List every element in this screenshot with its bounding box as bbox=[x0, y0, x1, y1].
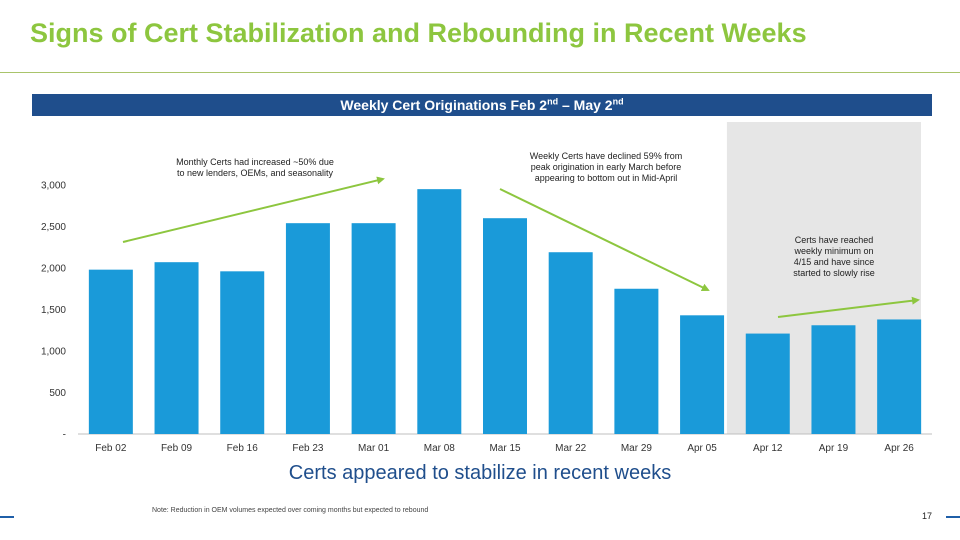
annotation-line: appearing to bottom out in Mid-April bbox=[535, 173, 678, 183]
y-tick-label: - bbox=[63, 430, 66, 441]
trend-arrow-down bbox=[499, 188, 710, 291]
bar-feb-09 bbox=[154, 262, 199, 434]
annotation-text: Weekly Certs have declined 59% from peak … bbox=[530, 151, 682, 183]
annotation-line: 4/15 and have since bbox=[794, 257, 875, 267]
banner-sup-1: nd bbox=[547, 96, 559, 107]
x-tick-label: Apr 26 bbox=[884, 443, 914, 454]
y-tick-label: 1,000 bbox=[41, 347, 66, 358]
y-tick-label: 2,500 bbox=[41, 222, 66, 233]
x-tick-label: Mar 22 bbox=[555, 443, 587, 454]
chart-banner: Weekly Cert Originations Feb 2nd – May 2… bbox=[32, 94, 932, 116]
bar-mar-08 bbox=[417, 189, 462, 434]
annotation-line: started to slowly rise bbox=[793, 268, 875, 278]
x-tick-label: Mar 01 bbox=[358, 443, 390, 454]
x-tick-label: Mar 29 bbox=[621, 443, 653, 454]
bar-mar-01 bbox=[351, 223, 396, 434]
x-tick-label: Feb 23 bbox=[292, 443, 324, 454]
annotation-text: Certs have reached weekly minimum on 4/15 … bbox=[793, 235, 875, 278]
trend-arrow-up bbox=[122, 176, 385, 243]
annotation-line: weekly minimum on bbox=[793, 246, 873, 256]
x-tick-label: Feb 09 bbox=[161, 443, 193, 454]
banner-sup-2: nd bbox=[612, 96, 624, 107]
x-tick-label: Feb 02 bbox=[95, 443, 127, 454]
x-tick-label: Feb 16 bbox=[227, 443, 259, 454]
y-tick-label: 3,000 bbox=[41, 181, 66, 192]
bar-feb-23 bbox=[285, 223, 330, 434]
bar-feb-02 bbox=[88, 269, 133, 434]
x-tick-label: Apr 12 bbox=[753, 443, 783, 454]
title-divider bbox=[0, 72, 960, 73]
annotation-text: Monthly Certs had increased ~50% due to n… bbox=[176, 157, 334, 178]
annotation-line: Certs have reached bbox=[795, 235, 874, 245]
bar-apr-12 bbox=[745, 333, 790, 434]
y-tick-label: 500 bbox=[49, 388, 66, 399]
chart-subtitle: Certs appeared to stabilize in recent we… bbox=[288, 462, 672, 484]
bar-apr-05 bbox=[680, 315, 725, 434]
annotation-line: peak origination in early March before bbox=[531, 162, 682, 172]
x-tick-label: Apr 19 bbox=[819, 443, 849, 454]
x-tick-label: Apr 05 bbox=[687, 443, 717, 454]
x-tick-label: Mar 08 bbox=[424, 443, 456, 454]
footer-rule-left bbox=[0, 516, 14, 518]
bar-mar-29 bbox=[614, 288, 659, 434]
y-tick-label: 1,500 bbox=[41, 305, 66, 316]
slide-title: Signs of Cert Stabilization and Reboundi… bbox=[30, 18, 807, 48]
annotation-line: Monthly Certs had increased ~50% due bbox=[176, 157, 334, 167]
y-tick-label: 2,000 bbox=[41, 264, 66, 275]
x-tick-label: Mar 15 bbox=[489, 443, 521, 454]
annotation-line: to new lenders, OEMs, and seasonality bbox=[177, 168, 334, 178]
banner-text-prefix: Weekly Cert Originations Feb 2 bbox=[340, 97, 548, 113]
bar-apr-26 bbox=[877, 319, 922, 434]
trend-arrow-up bbox=[777, 296, 920, 318]
footnote: Note: Reduction in OEM volumes expected … bbox=[152, 507, 429, 514]
banner-text-middle: – May 2 bbox=[558, 97, 613, 113]
footer-rule-right bbox=[946, 516, 960, 518]
bar-mar-15 bbox=[483, 218, 527, 434]
page-number: 17 bbox=[921, 511, 932, 521]
bar-mar-22 bbox=[548, 252, 593, 434]
bar-feb-16 bbox=[220, 271, 265, 434]
annotation-line: Weekly Certs have declined 59% from bbox=[530, 151, 682, 161]
bar-apr-19 bbox=[811, 325, 856, 434]
